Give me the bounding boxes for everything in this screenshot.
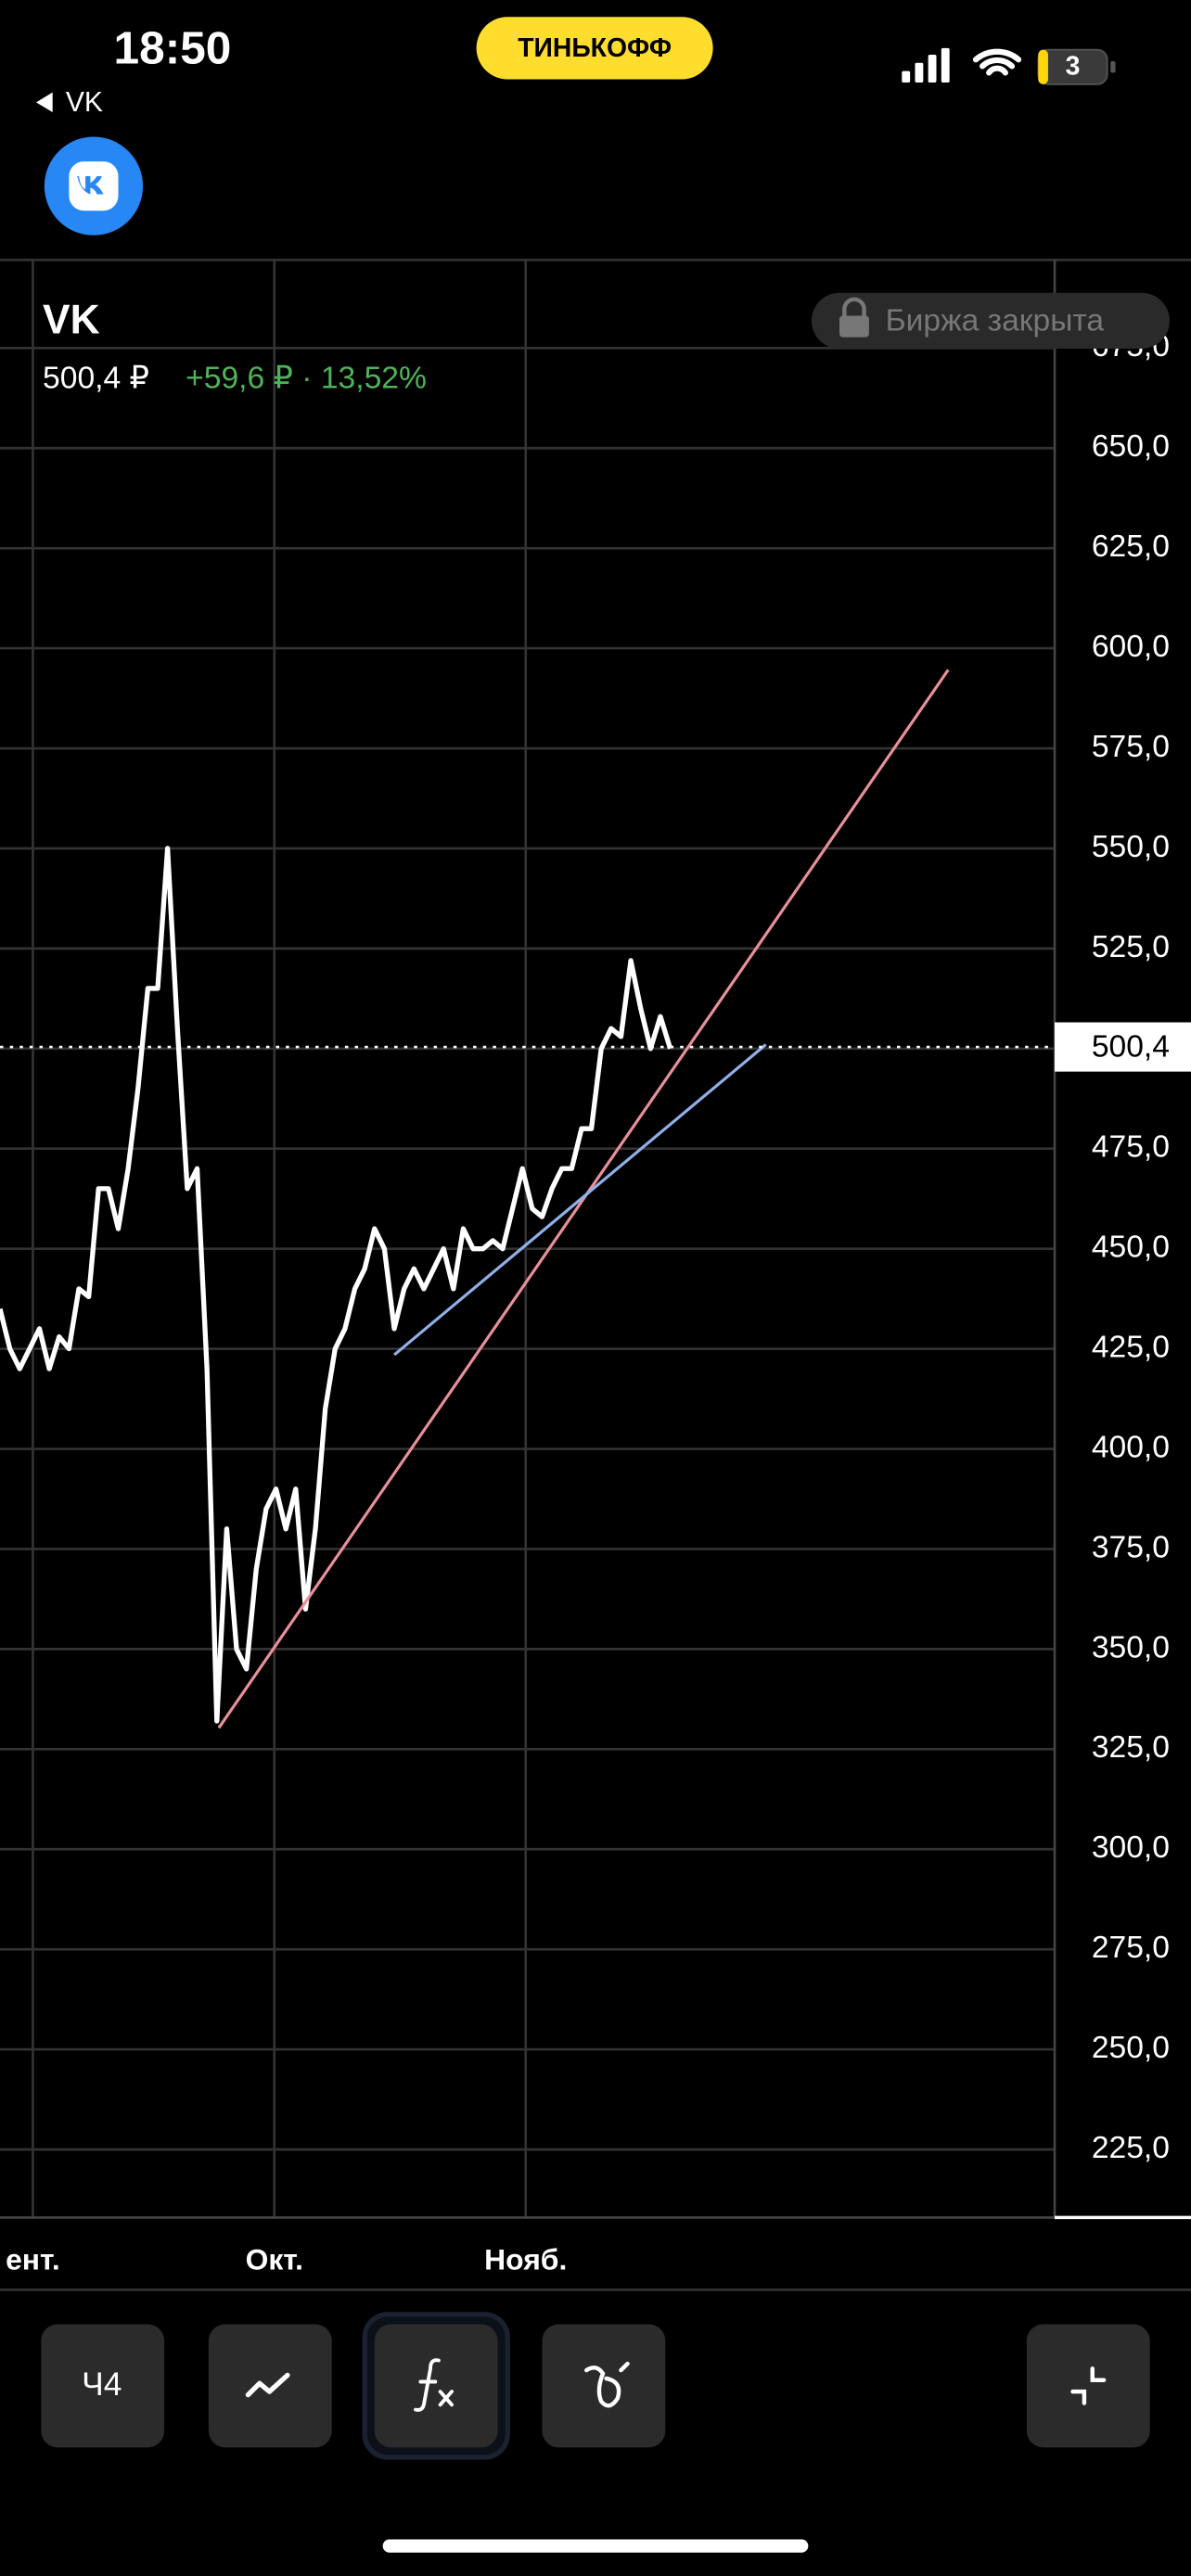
y-tick-label: 250,0 [1092,2031,1170,2065]
button-bg [542,2324,666,2448]
chart: 225,0 250,0 275,0 300,0 325,0 350,0 375,0 400,0… [0,260,1191,2276]
y-tick-label: 625,0 [1092,529,1170,564]
collapse-icon [1070,2366,1107,2405]
market-status: Биржа закрыта [886,304,1105,338]
price-change: +59,6 ₽ · 13,52% [186,362,427,396]
lock-icon [839,297,869,338]
y-tick-label: 575,0 [1092,730,1170,764]
interval-button[interactable]: Ч4 [41,2324,165,2448]
draw-icon [584,2361,630,2408]
market-status-pill [811,292,1170,349]
indicators-button[interactable] [362,2312,510,2460]
app-badge [476,17,713,80]
x-tick-label: ент. [6,2243,60,2276]
price: 500,4 ₽ [43,362,149,396]
chart-type-button[interactable] [208,2324,332,2448]
y-tick-label: 650,0 [1092,429,1170,464]
draw-button[interactable] [542,2324,666,2448]
current-price-tag [1055,1022,1191,1072]
x-tick-label: Окт. [246,2243,303,2276]
y-tick-label: 425,0 [1092,1330,1170,1364]
button-bg [1026,2324,1150,2448]
y-tick-label: 225,0 [1092,2131,1170,2165]
y-tick-label: 275,0 [1092,1931,1170,1965]
fullscreen-button[interactable] [1026,2324,1150,2448]
wifi-icon [972,48,1022,76]
button-bg [208,2324,332,2448]
back-text: VK [66,87,103,118]
y-tick-label: 400,0 [1092,1430,1170,1464]
y-tick-label: 600,0 [1092,630,1170,664]
y-tick-label: 475,0 [1092,1130,1170,1165]
y-tick-label: 450,0 [1092,1231,1170,1265]
y-tick-label: 525,0 [1092,930,1170,964]
fx-icon [414,2358,454,2412]
x-tick-label: Нояб. [484,2243,567,2276]
app-badge-text: ТИНЬКОФФ [518,33,672,63]
interval-label: Ч4 [82,2366,122,2403]
battery-cap [1110,61,1116,73]
vk-logo-mark [77,176,104,195]
price-line [0,846,673,1724]
ticker: VK [43,297,100,342]
trend-line [217,669,950,1729]
battery-text: 3 [1066,52,1081,82]
y-tick-label: 550,0 [1092,830,1170,864]
line-icon [245,2372,290,2398]
y-tick-label: 300,0 [1092,1830,1170,1865]
y-tick-label: 350,0 [1092,1630,1170,1664]
signal-icon [902,47,950,83]
battery-level [1038,49,1048,84]
trend-line [393,1043,767,1357]
y-tick-label: 325,0 [1092,1730,1170,1765]
current-price-label: 500,4 [1092,1030,1170,1065]
y-tick-label: 375,0 [1092,1530,1170,1564]
back-arrow [35,92,53,112]
home-indicator [382,2539,809,2553]
button-bg [374,2324,498,2448]
clock: 18:50 [114,22,232,74]
back-link[interactable]: VK [35,87,103,118]
button-bg [41,2324,165,2448]
